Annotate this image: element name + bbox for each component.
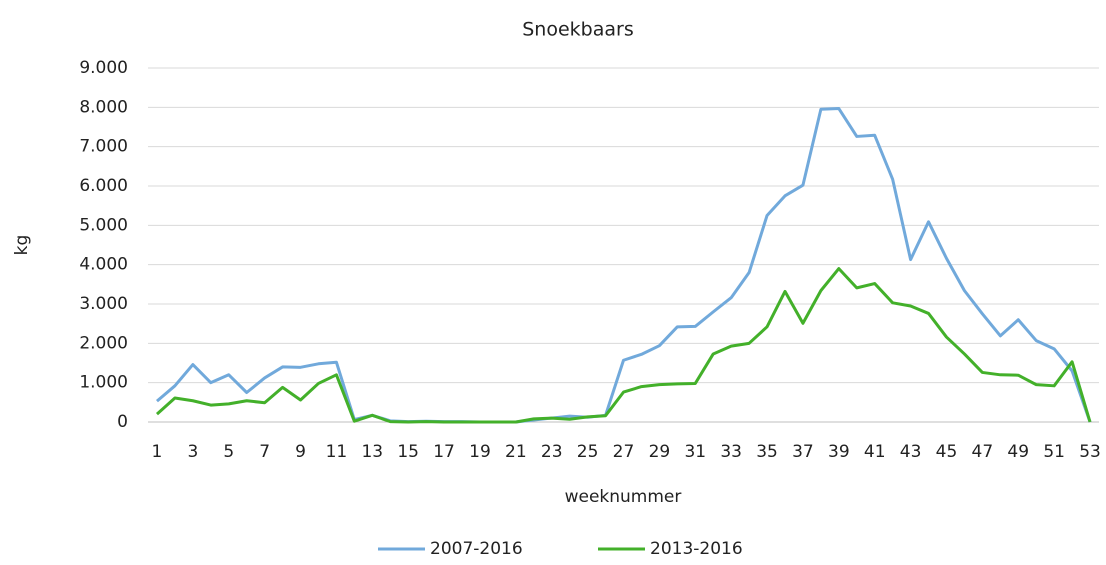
x-axis-title: weeknummer bbox=[565, 487, 682, 507]
x-tick-label: 53 bbox=[1079, 442, 1101, 462]
y-tick-label: 9.000 bbox=[79, 58, 128, 78]
x-tick-label: 3 bbox=[187, 442, 198, 462]
x-tick-label: 11 bbox=[326, 442, 348, 462]
legend-label: 2013-2016 bbox=[650, 539, 743, 559]
x-tick-label: 9 bbox=[295, 442, 306, 462]
x-tick-label: 21 bbox=[505, 442, 527, 462]
x-tick-label: 25 bbox=[577, 442, 599, 462]
x-tick-label: 41 bbox=[864, 442, 886, 462]
x-tick-label: 31 bbox=[684, 442, 706, 462]
chart-title: Snoekbaars bbox=[522, 19, 633, 41]
x-tick-label: 33 bbox=[720, 442, 742, 462]
y-tick-label: 1.000 bbox=[79, 373, 128, 393]
x-tick-label: 51 bbox=[1043, 442, 1065, 462]
x-tick-label: 17 bbox=[433, 442, 455, 462]
series-line bbox=[155, 267, 1092, 424]
y-tick-label: 0 bbox=[117, 412, 128, 432]
series-line bbox=[155, 107, 1092, 424]
x-tick-label: 19 bbox=[469, 442, 491, 462]
x-tick-label: 23 bbox=[541, 442, 563, 462]
x-tick-label: 7 bbox=[259, 442, 270, 462]
y-tick-label: 4.000 bbox=[79, 255, 128, 275]
y-tick-label: 2.000 bbox=[79, 333, 128, 353]
x-tick-label: 1 bbox=[152, 442, 163, 462]
legend-label: 2007-2016 bbox=[430, 539, 523, 559]
y-tick-label: 7.000 bbox=[79, 137, 128, 157]
y-axis-title: kg bbox=[12, 235, 32, 256]
y-tick-label: 3.000 bbox=[79, 294, 128, 314]
x-tick-label: 29 bbox=[649, 442, 671, 462]
x-tick-label: 47 bbox=[972, 442, 994, 462]
x-tick-label: 35 bbox=[756, 442, 778, 462]
x-tick-label: 45 bbox=[936, 442, 958, 462]
x-tick-label: 49 bbox=[1007, 442, 1029, 462]
x-tick-label: 39 bbox=[828, 442, 850, 462]
x-tick-label: 13 bbox=[361, 442, 383, 462]
x-tick-label: 43 bbox=[900, 442, 922, 462]
x-tick-label: 5 bbox=[223, 442, 234, 462]
x-tick-label: 27 bbox=[613, 442, 635, 462]
y-tick-label: 5.000 bbox=[79, 215, 128, 235]
y-tick-label: 8.000 bbox=[79, 97, 128, 117]
y-tick-label: 6.000 bbox=[79, 176, 128, 196]
x-tick-label: 15 bbox=[397, 442, 419, 462]
x-tick-label: 37 bbox=[792, 442, 814, 462]
